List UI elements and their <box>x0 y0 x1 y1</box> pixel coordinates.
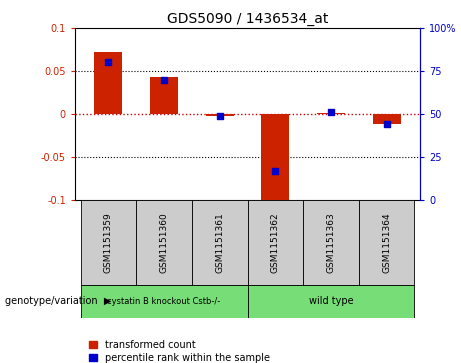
Text: GSM1151360: GSM1151360 <box>160 212 169 273</box>
Bar <box>317 113 345 114</box>
Text: genotype/variation  ▶: genotype/variation ▶ <box>5 297 111 306</box>
Text: GSM1151359: GSM1151359 <box>104 212 113 273</box>
Text: wild type: wild type <box>309 297 353 306</box>
Point <box>272 168 279 174</box>
Text: GSM1151363: GSM1151363 <box>326 212 336 273</box>
Text: GSM1151361: GSM1151361 <box>215 212 224 273</box>
Bar <box>95 52 122 114</box>
Bar <box>359 200 414 285</box>
Legend: transformed count, percentile rank within the sample: transformed count, percentile rank withi… <box>89 340 270 363</box>
Text: GSM1151362: GSM1151362 <box>271 212 280 273</box>
Bar <box>248 285 414 318</box>
Bar <box>150 77 178 114</box>
Text: cystatin B knockout Cstb-/-: cystatin B knockout Cstb-/- <box>107 297 221 306</box>
Bar <box>81 285 248 318</box>
Bar <box>192 200 248 285</box>
Bar <box>136 200 192 285</box>
Bar <box>261 114 289 200</box>
Text: GSM1151364: GSM1151364 <box>382 212 391 273</box>
Point <box>216 113 224 119</box>
Bar <box>81 200 136 285</box>
Bar <box>248 200 303 285</box>
Bar <box>372 114 401 124</box>
Bar <box>206 114 234 116</box>
Point <box>160 77 168 82</box>
Point <box>327 109 335 115</box>
Title: GDS5090 / 1436534_at: GDS5090 / 1436534_at <box>167 12 328 25</box>
Point <box>383 121 390 127</box>
Bar <box>303 200 359 285</box>
Point <box>105 60 112 65</box>
